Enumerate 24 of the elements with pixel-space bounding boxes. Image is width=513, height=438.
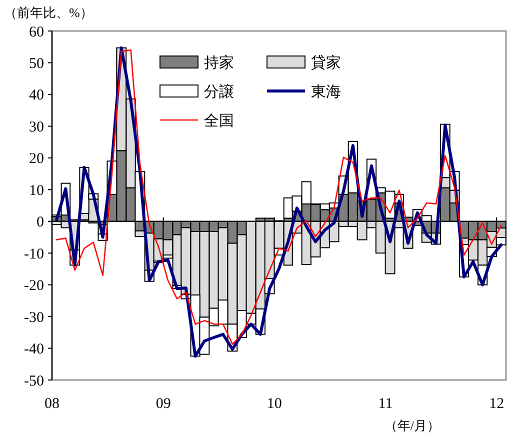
y-tick-label: 60 (29, 24, 44, 40)
legend-label: 全国 (204, 112, 234, 130)
legend-label: 貸家 (311, 54, 341, 72)
y-tick-label: -20 (24, 278, 44, 294)
y-axis-title: （前年比、%） (4, 5, 93, 20)
y-tick-label: -50 (24, 373, 44, 390)
y-tick-label: 10 (29, 182, 44, 199)
x-tick-label: 12 (489, 396, 504, 412)
x-tick-label: 10 (266, 396, 282, 412)
y-tick-label: 30 (29, 119, 44, 136)
x-tick-label: 09 (156, 396, 171, 412)
x-tick-label: 08 (44, 396, 60, 412)
y-tick-label: 50 (29, 56, 44, 72)
x-tick-label: 11 (378, 396, 393, 412)
y-tick-label: -40 (24, 342, 44, 358)
y-tick-label: 40 (29, 88, 44, 104)
y-tick-label: -30 (24, 310, 44, 326)
legend-label: 分譲 (204, 83, 234, 100)
y-tick-label: -10 (24, 246, 44, 262)
y-tick-label: 0 (36, 214, 44, 231)
x-axis-title: （年/月） (384, 418, 440, 433)
legend-label: 東海 (311, 83, 341, 100)
legend-label: 持家 (204, 54, 234, 72)
y-tick-label: 20 (29, 151, 44, 168)
